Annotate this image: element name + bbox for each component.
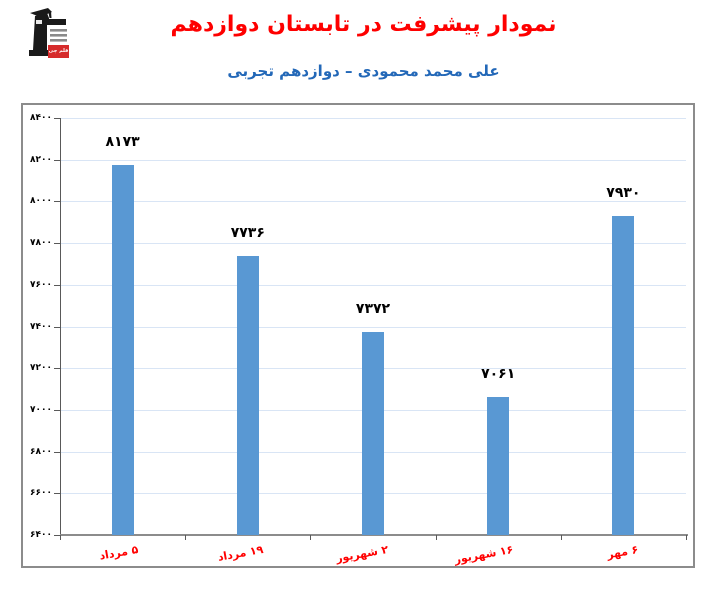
logo-text-line <box>50 39 67 42</box>
logo-text-line <box>50 29 67 32</box>
y-axis-tick <box>54 535 60 536</box>
bar <box>111 165 134 535</box>
y-axis-tick-label: ۶۴۰۰ <box>30 530 52 540</box>
x-axis-tick <box>60 535 61 540</box>
y-gridline <box>60 243 686 245</box>
y-axis-tick <box>54 159 60 161</box>
y-axis-tick-label: ۸۴۰۰ <box>30 113 52 123</box>
bar-value-label: ۷۷۳۶ <box>230 225 265 242</box>
bar <box>487 397 510 535</box>
y-axis-tick <box>54 451 60 453</box>
bar <box>362 332 384 535</box>
chart-title: نمودار پیشرفت در تابستان دوازدهم <box>170 12 557 37</box>
y-axis-tick <box>54 493 60 495</box>
y-gridline <box>60 326 686 328</box>
y-axis-tick-label: ۷۰۰۰ <box>30 404 52 415</box>
y-axis-tick <box>54 243 60 245</box>
y-gridline <box>60 284 686 286</box>
x-category-label: ۵ مرداد <box>97 543 139 563</box>
x-axis-tick <box>686 535 687 540</box>
plot-area: ۸۴۰۰ ۸۲۰۰ ۸۰۰۰ ۷۸۰۰ ۷۶۰۰ ۷۴۰۰ ۷۲۰۰ ۷۰۰۰ ۶۸۰۰ ۶۶۰۰… <box>23 105 693 566</box>
y-axis-tick <box>54 368 60 370</box>
y-axis-tick-label: ۸۰۰۰ <box>30 196 52 207</box>
y-axis-tick-label: ۶۸۰۰ <box>30 446 52 457</box>
y-axis <box>60 118 61 536</box>
y-axis-tick <box>54 326 60 328</box>
y-axis-tick <box>54 118 60 119</box>
y-axis-tick-label: ۷۶۰۰ <box>30 279 52 290</box>
y-axis-tick <box>54 284 60 286</box>
y-axis-tick-label: ۷۲۰۰ <box>30 363 52 374</box>
graduate-figure-icon <box>29 8 69 58</box>
x-axis <box>60 534 688 536</box>
kanoon-logo: قلم چی <box>25 7 69 59</box>
y-axis-tick-label: ۷۸۰۰ <box>30 238 52 249</box>
y-axis-tick-label: ۸۲۰۰ <box>30 154 52 165</box>
bar-value-label: ۷۳۷۲ <box>355 301 391 318</box>
bar-value-label: ۷۰۶۱ <box>481 366 516 383</box>
x-axis-tick <box>435 535 437 540</box>
x-axis-tick <box>310 535 312 540</box>
x-axis-tick <box>185 535 187 540</box>
bar <box>236 256 259 535</box>
y-gridline <box>60 159 686 161</box>
y-axis-tick-label: ۶۶۰۰ <box>30 488 52 499</box>
logo-badge-text: قلم چی <box>48 48 69 54</box>
bar <box>612 215 635 535</box>
y-axis-tick <box>54 201 60 203</box>
y-gridline <box>60 201 686 203</box>
x-category-label: ۱۶ شهریور <box>453 543 515 567</box>
chart-frame: ۸۴۰۰ ۸۲۰۰ ۸۰۰۰ ۷۸۰۰ ۷۶۰۰ ۷۴۰۰ ۷۲۰۰ ۷۰۰۰ ۶۸۰۰ ۶۶۰۰… <box>21 103 695 568</box>
bar-value-label: ۸۱۷۳ <box>105 134 140 151</box>
chart-subtitle: علی محمد محمودی – دوازدهم تجربی <box>227 62 500 80</box>
y-axis-tick <box>54 409 60 411</box>
x-category-label: ۲ شهریور <box>334 543 390 565</box>
logo-badge-box <box>48 45 69 58</box>
logo-text-line <box>50 34 67 37</box>
y-axis-tick-label: ۷۴۰۰ <box>30 321 52 332</box>
y-gridline <box>60 118 686 119</box>
bar-value-label: ۷۹۳۰ <box>606 184 641 201</box>
x-category-label: ۱۹ مرداد <box>216 543 265 564</box>
x-category-label: ۶ مهر <box>606 543 640 562</box>
x-axis-tick <box>560 535 562 540</box>
